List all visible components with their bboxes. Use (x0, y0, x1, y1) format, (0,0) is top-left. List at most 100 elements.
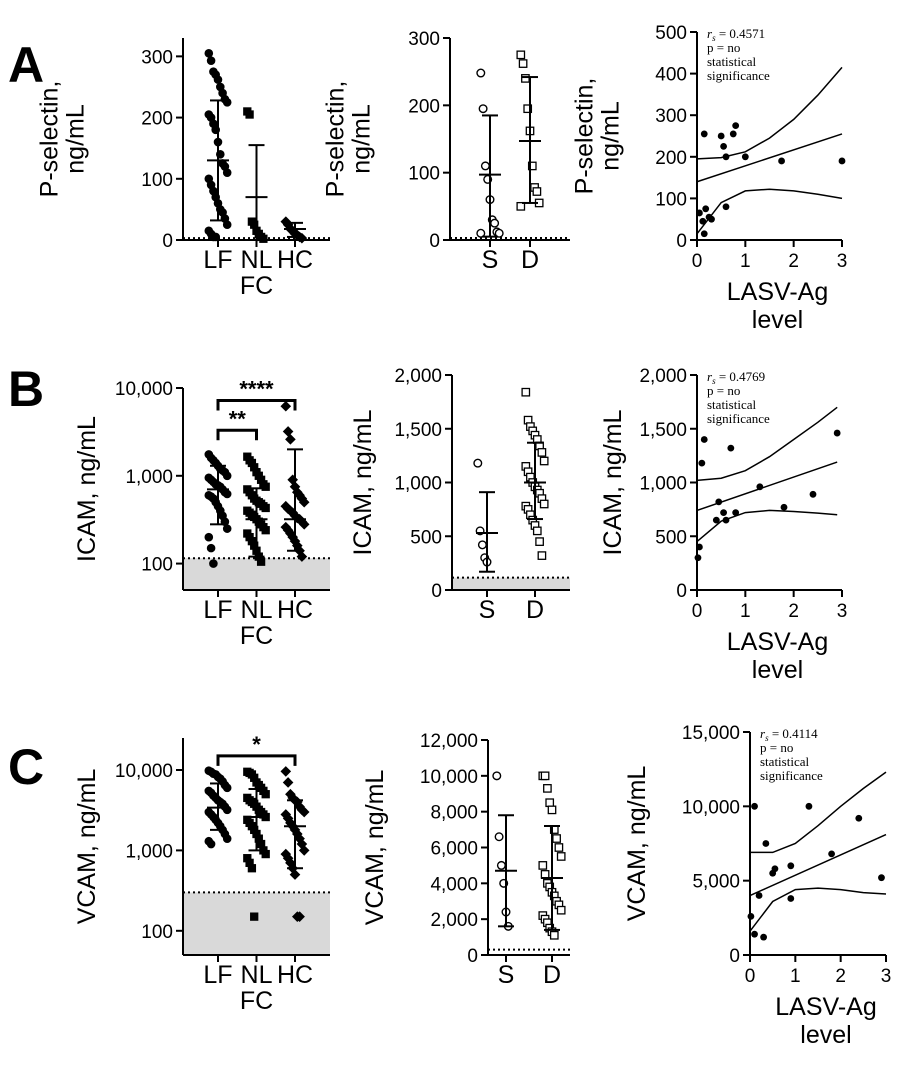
data-point (539, 456, 549, 466)
data-point (285, 434, 296, 445)
y-axis-title-line: ICAM, ng/mL (349, 409, 377, 555)
y-tick-label: 12,000 (420, 731, 478, 752)
data-point (722, 153, 730, 161)
data-point (762, 840, 770, 847)
data-point (222, 783, 232, 793)
x-tick-label: 3 (881, 966, 892, 987)
rs-value: rs = 0.4114 (760, 726, 818, 743)
data-point (296, 551, 308, 562)
data-point (805, 802, 813, 810)
y-tick-label: 6,000 (430, 839, 478, 860)
y-axis-title-line: ICAM, ng/mL (73, 416, 101, 562)
p-value-line: p = no (707, 40, 740, 55)
y-axis-title-line: ICAM, ng/mL (599, 409, 627, 555)
data-point (473, 458, 483, 468)
y-tick-label: 15,000 (682, 723, 740, 744)
x-category-label: D (526, 596, 544, 624)
ci-upper-line (696, 406, 838, 482)
data-point (700, 130, 708, 138)
data-point (282, 777, 294, 788)
data-point (477, 540, 487, 550)
y-tick-label: 1,000 (125, 841, 173, 862)
y-tick-label: 10,000 (115, 379, 173, 400)
x-category-label: HC (277, 246, 313, 274)
data-point (206, 839, 216, 849)
data-point (778, 157, 785, 165)
ci-upper-line (750, 771, 887, 854)
rs-subscript: s (765, 733, 769, 743)
data-point (556, 905, 566, 915)
rs-value: rs = 0.4769 (707, 369, 765, 386)
data-point (878, 874, 885, 882)
data-point (478, 104, 488, 114)
rs-subscript: s (712, 33, 716, 43)
x-category-label: NL (241, 596, 273, 624)
rs-symbol: r (707, 369, 713, 384)
y-tick-label: 0 (162, 231, 173, 252)
x-tick-label: 0 (692, 251, 703, 272)
data-point (222, 834, 232, 843)
rs-subscript: s (712, 376, 716, 386)
data-point (787, 895, 795, 902)
data-point (298, 845, 310, 856)
data-point (833, 429, 841, 437)
rs-symbol: r (760, 726, 766, 741)
data-point (741, 153, 749, 161)
y-tick-label: 200 (141, 109, 173, 130)
data-point (751, 930, 758, 938)
x-tick-label: 2 (835, 966, 846, 987)
data-point (838, 157, 846, 165)
chart-b2: 0 500 1,000 1,500 2,000 ICAM, ng/mL S D (349, 366, 570, 624)
data-point (537, 551, 547, 560)
detection-limit-shade (183, 892, 330, 955)
p-value-line: statistical (707, 397, 756, 412)
data-point (496, 860, 506, 870)
data-point (294, 911, 305, 922)
data-point (780, 503, 788, 511)
y-tick-label: 10,000 (420, 767, 478, 788)
data-point (261, 790, 270, 799)
data-point (298, 496, 310, 508)
chart-b3: 0 500 1,000 1,500 2,000 ICAM, ng/mL 0 1 2 3 LASV-A… (599, 366, 848, 684)
y-axis-title: VCAM, ng/mL (361, 770, 389, 926)
data-point (554, 843, 564, 852)
data-point (261, 482, 270, 491)
data-point (516, 50, 526, 60)
data-point (855, 814, 863, 822)
ci-upper-line (696, 66, 843, 160)
y-tick-label: 10,000 (115, 761, 173, 782)
x-category-label: S (479, 596, 496, 624)
y-axis-title: ICAM, ng/mL (599, 409, 627, 555)
detection-limit-shade (183, 558, 330, 590)
data-point (732, 509, 740, 516)
data-point (280, 400, 292, 412)
x-category-label: D (521, 246, 539, 274)
x-tick-label: 2 (788, 601, 799, 622)
data-point (204, 532, 214, 542)
y-tick-label: 1,500 (639, 420, 687, 441)
rs-value: rs = 0.4571 (707, 26, 765, 43)
data-point (552, 834, 561, 843)
y-tick-label: 100 (655, 189, 687, 210)
data-point (222, 168, 232, 177)
p-value-line: statistical (707, 54, 756, 69)
data-point (722, 516, 730, 524)
y-tick-label: 2,000 (430, 910, 478, 931)
data-point (755, 892, 763, 899)
regression-line (696, 133, 843, 183)
data-point (261, 526, 270, 535)
data-point (535, 537, 544, 546)
y-tick-label: 2,000 (639, 366, 687, 387)
y-tick-label: 1,000 (125, 467, 173, 488)
data-point (702, 205, 710, 213)
data-point (494, 832, 504, 842)
y-tick-label: 1,000 (639, 474, 687, 495)
data-point (222, 220, 232, 229)
data-point (715, 498, 723, 506)
data-point (537, 448, 547, 457)
data-point (494, 228, 504, 238)
data-point (694, 554, 702, 562)
data-point (298, 806, 310, 818)
data-point (539, 499, 549, 509)
